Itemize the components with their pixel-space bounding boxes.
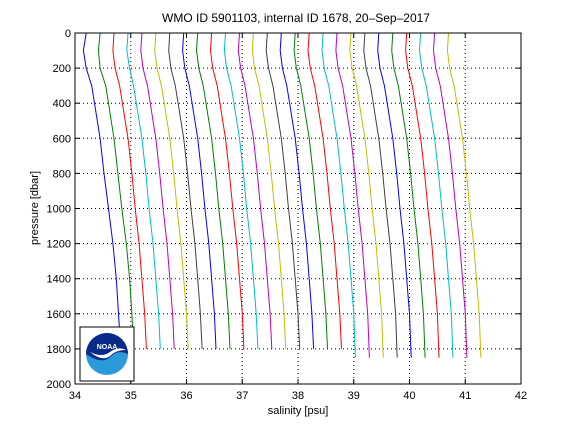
x-tick-label: 41	[459, 390, 471, 402]
x-tick-label: 38	[292, 390, 304, 402]
y-tick-label: 400	[53, 98, 71, 110]
profile-line-18	[321, 32, 356, 358]
profile-line-4	[126, 32, 161, 349]
profile-line-2	[97, 32, 134, 349]
profile-line-19	[335, 32, 370, 358]
profile-line-25	[418, 32, 454, 358]
profile-line-26	[432, 32, 468, 358]
y-tick-label: 200	[53, 63, 71, 75]
profile-line-20	[349, 32, 384, 358]
y-axis-label: pressure [dbar]	[29, 171, 41, 245]
y-tick-label: 2000	[47, 379, 71, 391]
x-tick-label: 35	[125, 390, 137, 402]
profile-line-8	[182, 32, 217, 349]
profile-line-9	[195, 32, 231, 349]
profile-line-21	[363, 32, 398, 358]
logo-top-half	[86, 333, 128, 361]
y-tick-label: 1000	[47, 204, 71, 216]
series-layer	[82, 32, 482, 358]
y-tick-label: 1800	[47, 344, 71, 356]
x-tick-label: 37	[236, 390, 248, 402]
profile-line-16	[293, 32, 328, 349]
y-tick-label: 600	[53, 133, 71, 145]
profile-line-23	[391, 32, 426, 358]
x-tick-label: 42	[515, 390, 527, 402]
logo-text: NOAA	[97, 344, 118, 351]
x-axis-label: salinity [psu]	[268, 405, 329, 417]
y-tick-label: 800	[53, 168, 71, 180]
noaa-logo: NOAA	[79, 326, 135, 382]
profile-line-17	[307, 32, 342, 349]
y-tick-label: 0	[65, 28, 71, 40]
profile-line-27	[446, 32, 482, 358]
profile-line-14	[265, 32, 301, 349]
profile-line-3	[112, 32, 147, 349]
logo-bird	[90, 348, 126, 359]
profile-line-1	[82, 32, 122, 349]
y-tick-label: 1400	[47, 274, 71, 286]
y-tick-label: 1200	[47, 239, 71, 251]
x-tick-label: 40	[403, 390, 415, 402]
profile-line-24	[405, 32, 440, 358]
profile-line-7	[168, 32, 203, 349]
x-tick-label: 39	[348, 390, 360, 402]
profile-line-22	[377, 32, 412, 358]
profile-line-12	[237, 32, 273, 349]
profile-line-11	[223, 32, 259, 349]
x-tick-label: 34	[69, 390, 81, 402]
profile-line-13	[251, 32, 287, 349]
profile-line-10	[209, 32, 245, 349]
profile-line-15	[279, 32, 315, 349]
x-tick-label: 36	[180, 390, 192, 402]
y-tick-label: 1600	[47, 309, 71, 321]
chart-title: WMO ID 5901103, internal ID 1678, 20–Sep…	[162, 11, 430, 25]
profile-line-6	[154, 32, 189, 349]
profile-line-5	[140, 32, 175, 349]
